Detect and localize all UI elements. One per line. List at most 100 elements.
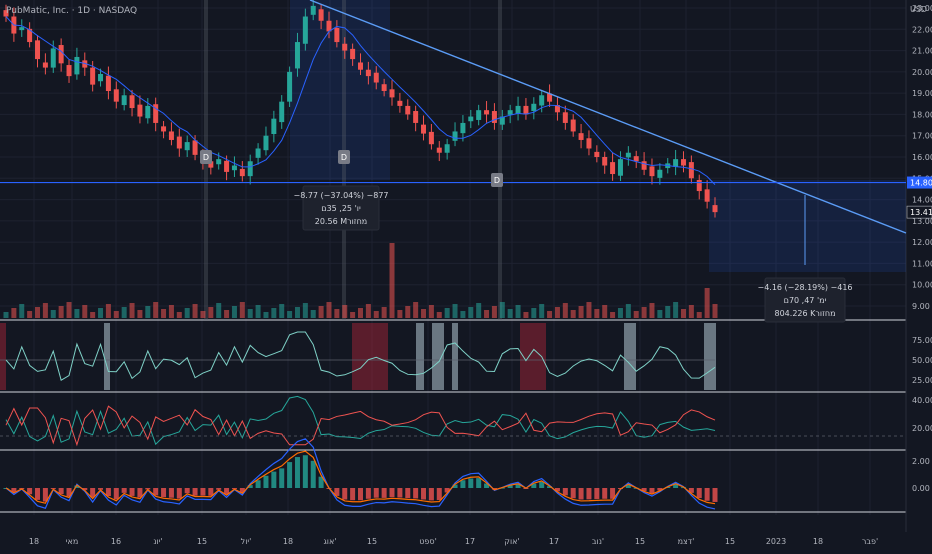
candle-body <box>216 159 222 165</box>
macd-histogram-bar <box>318 476 324 488</box>
time-axis[interactable]: 18 מאי 16 יונ' 15 יול' 18 אוג' 15 ספט' 17 אוק' 17 נוב… <box>29 537 878 546</box>
volume-bar <box>484 310 490 318</box>
candle-body <box>499 116 505 125</box>
volume-bar <box>239 302 245 318</box>
macd-histogram-bar <box>405 488 411 499</box>
volume-bar <box>578 306 584 318</box>
volume-bar <box>121 307 127 318</box>
candle-body <box>389 89 395 98</box>
rsi-tick-label: 50.00 <box>912 356 932 365</box>
macd-histogram-bar <box>153 488 159 496</box>
volume-bar <box>365 304 371 318</box>
volume-bar <box>334 309 340 318</box>
volume-bar <box>515 305 521 318</box>
dividend-marker <box>491 173 503 187</box>
time-tick-label: 16 <box>111 537 121 546</box>
dmi-tick-label: 20.00 <box>912 424 932 433</box>
volume-bar <box>42 303 48 318</box>
candle-body <box>562 112 568 123</box>
candle-body <box>657 169 663 178</box>
candle-body <box>539 95 545 106</box>
candle-body <box>421 124 427 134</box>
drawing-lines[interactable] <box>0 0 907 265</box>
volume-bar <box>326 302 332 318</box>
macd-histogram-bar <box>373 488 379 498</box>
candle-body <box>168 131 174 140</box>
volume-bar <box>113 311 119 318</box>
macd-histogram-bar <box>578 488 584 500</box>
macd-histogram-bar <box>562 488 568 496</box>
macd-histogram-bar <box>113 488 119 500</box>
volume-bar <box>161 309 167 318</box>
volume-bar <box>641 307 647 318</box>
macd-histogram-bar <box>452 484 458 488</box>
macd-histogram-bar <box>200 488 206 496</box>
candle-body <box>350 48 356 60</box>
volume-bar <box>145 306 151 318</box>
price-axis[interactable]: 23.00 22.00 21.00 20.00 19.00 18.00 17.00 16.00… <box>906 4 932 493</box>
time-tick-label: 15 <box>197 537 207 546</box>
candle-body <box>468 116 474 122</box>
candle-body <box>397 100 403 106</box>
volume-bar <box>373 311 379 318</box>
candle-body <box>413 111 419 123</box>
macd-histogram-bar <box>145 488 151 490</box>
volume-bar <box>279 304 285 318</box>
macd-histogram-bar <box>688 488 694 493</box>
volume-bar <box>263 312 269 318</box>
macd-pane <box>3 438 718 510</box>
dmi-plus-line <box>5 395 716 446</box>
measure-box-line: 20.56 Mמחזור <box>315 217 367 226</box>
volume-bar <box>176 312 182 318</box>
rsi-zone <box>624 323 636 390</box>
macd-histogram-bar <box>444 488 450 493</box>
macd-histogram-bar <box>649 488 655 494</box>
volume-bar <box>271 308 277 318</box>
volume-bar <box>554 307 560 318</box>
rsi-zone <box>0 323 6 390</box>
candle-body <box>523 105 529 115</box>
macd-histogram-bar <box>491 488 497 490</box>
price-tick-label: 23.00 <box>912 4 932 13</box>
macd-histogram-bar <box>389 488 395 498</box>
macd-histogram-bar <box>216 488 222 490</box>
price-tick-label: 13.00 <box>912 217 932 226</box>
volume-bars <box>3 243 718 318</box>
candle-body <box>531 103 537 112</box>
dividend-marker-label: D <box>341 153 347 162</box>
candle-body <box>129 95 135 109</box>
volume-bar <box>247 309 253 318</box>
volume-bar <box>452 304 458 318</box>
volume-bar <box>586 302 592 318</box>
volume-bar <box>27 311 33 318</box>
measure-box <box>764 277 846 323</box>
candle-body <box>161 126 167 132</box>
candle-body <box>294 42 300 69</box>
price-tick-label: 11.00 <box>912 259 932 268</box>
volume-bar <box>310 310 316 318</box>
volume-bar <box>208 307 214 318</box>
macd-histogram-bar <box>66 488 72 497</box>
macd-histogram-bar <box>428 488 434 501</box>
candle-body <box>381 84 387 92</box>
candle-body <box>625 152 631 158</box>
candle-body <box>145 105 151 119</box>
candle-body <box>35 40 41 60</box>
macd-histogram-bar <box>657 488 663 491</box>
time-tick-label: 15 <box>367 537 377 546</box>
volume-bar <box>216 303 222 318</box>
rsi-line <box>5 331 716 381</box>
candles <box>3 0 718 218</box>
time-tick-label: פבר' <box>862 537 878 546</box>
volume-bar <box>680 309 686 318</box>
volume-bar <box>137 310 143 318</box>
candle-body <box>153 104 159 123</box>
candle-body <box>98 73 104 82</box>
macd-histogram-bar <box>334 488 340 496</box>
macd-histogram-bar <box>42 488 48 502</box>
candle-body <box>484 110 490 115</box>
volume-bar <box>153 302 159 318</box>
time-tick-label: מאי <box>66 537 79 546</box>
